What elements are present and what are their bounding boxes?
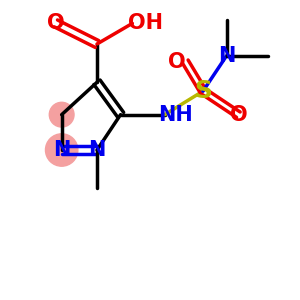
Text: NH: NH — [158, 105, 192, 125]
Text: N: N — [218, 46, 235, 66]
Text: O: O — [230, 105, 247, 125]
Text: O: O — [168, 52, 185, 72]
Text: N: N — [53, 140, 70, 160]
Text: OH: OH — [128, 14, 163, 33]
Text: S: S — [194, 79, 212, 103]
Text: O: O — [47, 14, 64, 33]
Circle shape — [49, 102, 74, 127]
Circle shape — [46, 134, 78, 166]
Text: N: N — [88, 140, 106, 160]
